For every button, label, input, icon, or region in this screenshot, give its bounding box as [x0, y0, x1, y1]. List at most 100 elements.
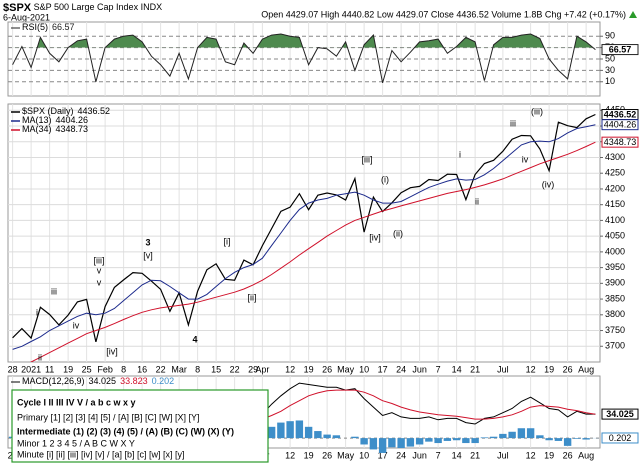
histogram-bar — [545, 438, 553, 441]
x-tick-label: 8 — [121, 364, 126, 374]
legend-value: 33.823 — [120, 376, 148, 386]
panel-legend: RSI(5) 66.57 — [22, 22, 75, 32]
x-tick-label: 24 — [396, 450, 406, 460]
value-tag-label: 4348.73 — [604, 137, 637, 147]
title: $SPX S&P 500 Large Cap Index INDX — [3, 2, 162, 14]
histogram-bar — [406, 438, 415, 447]
histogram-bar — [489, 436, 498, 439]
wave-label: 4 — [192, 334, 197, 344]
x-tick-label: 17 — [378, 364, 388, 374]
wave-label: [i] — [223, 236, 230, 246]
quote: Open 4429.07 High 4440.82 Low 4429.07 Cl… — [261, 9, 626, 19]
value-tag-label: 0.202 — [609, 433, 632, 443]
wave-label: [v] — [143, 250, 153, 260]
histogram-bar — [378, 438, 387, 453]
x-tick-label: 24 — [396, 364, 406, 374]
y-tick-label: 3900 — [605, 278, 625, 288]
legend-label: RSI(5) — [22, 22, 48, 32]
x-tick-label: 7 — [436, 450, 441, 460]
panel — [7, 103, 601, 363]
up-arrow — [629, 11, 637, 18]
histogram-bar — [332, 435, 341, 439]
x-tick-label: Aug — [578, 450, 594, 460]
legend-entry: MA(13) 4404.26 — [22, 115, 88, 125]
wave-legend-line: Cycle I II III IV V / a b c w x y — [17, 397, 136, 407]
wave-label: v — [97, 277, 102, 287]
x-tick-label: 26 — [563, 364, 573, 374]
value-tag — [601, 119, 639, 131]
y-tick-label: 4250 — [605, 168, 625, 178]
histogram-bar — [425, 438, 433, 442]
x-tick-label: 22 — [230, 364, 240, 374]
y-tick-label: 4100 — [605, 215, 625, 225]
histogram-bar — [304, 426, 313, 439]
wave-label: [iv] — [106, 346, 118, 356]
legend-name: $SPX (Daily) — [22, 106, 74, 116]
x-tick-label: Aug — [578, 364, 594, 374]
y-tick-label: 3800 — [605, 309, 625, 319]
value-tag — [601, 136, 639, 148]
wave-label: (iii) — [531, 106, 543, 116]
wave-legend-line: Minute [i] [ii] [iii] [iv] [v] / [a] [b]… — [17, 449, 185, 459]
x-tick-label: 12 — [285, 450, 295, 460]
histogram-bar — [314, 431, 322, 439]
x-tick-label: 14 — [452, 364, 462, 374]
y-tick-label: 3750 — [605, 325, 625, 335]
overbought-fill — [12, 34, 596, 48]
histogram-bar — [286, 421, 294, 439]
x-tick-label: 12 — [526, 364, 536, 374]
histogram-bar — [295, 420, 304, 439]
histogram-bar — [360, 438, 368, 445]
histogram-bar — [582, 438, 590, 440]
wave-label: [iii] — [94, 255, 105, 265]
wave-label: iii — [51, 286, 57, 296]
y-tick-label: 4000 — [605, 246, 625, 256]
value-tag-label: 4404.26 — [604, 120, 637, 130]
wave-label: (iv) — [542, 179, 555, 189]
x-tick-label: Apr — [255, 364, 269, 374]
legend-value: 4436.52 — [78, 106, 111, 116]
x-tick-label: 28 — [8, 364, 18, 374]
y-tick-label: 90 — [605, 31, 615, 41]
legend-value: 4404.26 — [56, 115, 89, 125]
histogram-bar — [563, 438, 572, 446]
y-tick-label: 30 — [605, 65, 615, 75]
value-tag-label: 4436.52 — [604, 109, 637, 119]
x-tick-label: 19 — [63, 364, 73, 374]
x-tick-label: Jun — [412, 450, 427, 460]
histogram-bar — [499, 433, 507, 439]
histogram-bar — [323, 434, 331, 439]
panel-legend: MACD(12,26,9) 34.025 33.823 0.202 — [22, 376, 174, 386]
x-tick-label: 12 — [285, 364, 295, 374]
wave-label: ii — [38, 352, 42, 362]
x-tick-label: 10 — [359, 450, 369, 460]
x-tick-label: 2021 — [21, 364, 41, 374]
wave-label: (i) — [381, 174, 389, 184]
x-tick-label: 19 — [304, 364, 314, 374]
wave-label: iv — [73, 320, 80, 330]
histogram-bar — [462, 438, 470, 444]
x-tick-label: 8 — [195, 364, 200, 374]
histogram-bar — [277, 422, 285, 439]
histogram-bar — [508, 431, 516, 439]
wave-label: v — [97, 265, 102, 275]
histogram-bar — [480, 437, 489, 439]
x-tick-label: 22 — [156, 364, 166, 374]
value-tag — [601, 44, 639, 56]
histogram-bar — [397, 438, 405, 448]
wave-label: iv — [522, 154, 529, 164]
wave-label: [ii] — [248, 292, 257, 302]
x-tick-label: 15 — [211, 364, 221, 374]
legend-value: 0.202 — [152, 376, 175, 386]
date: 6-Aug-2021 — [3, 12, 50, 22]
x-tick-label: 26 — [563, 450, 573, 460]
histogram-bar — [536, 435, 544, 439]
series-line — [12, 113, 596, 343]
x-tick-label: Feb — [97, 364, 113, 374]
x-tick-label: Jul — [497, 450, 509, 460]
x-tick-label: 19 — [544, 364, 554, 374]
symbol: $SPX — [3, 2, 32, 14]
y-tick-label: 50 — [605, 53, 615, 63]
x-tick-label: 25 — [82, 364, 92, 374]
